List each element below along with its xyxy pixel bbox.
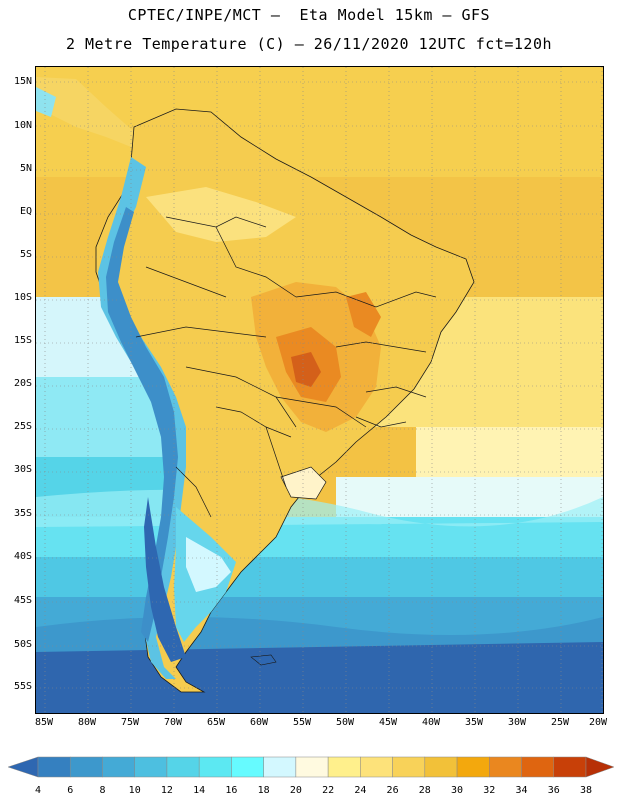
colorbar-swatch [424,756,458,778]
lon-label-85w: 85W [34,717,54,728]
colorbar-tick-label: 38 [579,785,593,796]
colorbar-swatch [456,756,490,778]
lat-label-20s: 20S [13,378,32,389]
colorbar [7,756,615,778]
lat-label-55s: 55S [13,681,32,692]
lat-label-25s: 25S [13,421,32,432]
colorbar-tick-label: 4 [34,785,42,796]
colorbar-tick-label: 18 [257,785,270,796]
lon-label-60w: 60W [249,717,269,728]
lat-label-45s: 45S [13,595,32,606]
colorbar-tick-label: 30 [451,785,464,796]
colorbar-tick-label: 6 [67,785,74,796]
colorbar-tick-label: 34 [515,785,528,796]
lat-label-40s: 40S [13,551,32,562]
lon-label-20w: 20W [588,717,608,728]
lon-label-35w: 35W [464,717,484,728]
lat-label-5s: 5S [19,249,32,260]
lat-label-eq: EQ [19,206,32,217]
colorbar-min-arrow [7,756,39,778]
colorbar-swatch [553,756,587,778]
colorbar-swatch [166,756,200,778]
colorbar-tick-label: 10 [128,785,141,796]
lon-label-40w: 40W [421,717,441,728]
colorbar-tick-label: 36 [547,785,560,796]
lon-label-70w: 70W [163,717,183,728]
colorbar-swatch [327,756,361,778]
colorbar-swatch [102,756,135,778]
colorbar-swatch [263,756,297,778]
map-subtitle: 2 Metre Temperature (C) – 26/11/2020 12U… [65,35,553,53]
lon-label-50w: 50W [335,717,355,728]
colorbar-swatch [295,756,329,778]
lon-label-55w: 55W [292,717,312,728]
colorbar-tick-label: 20 [289,785,302,796]
colorbar-max-arrow [585,756,615,778]
lat-label-15n: 15N [13,76,32,87]
lat-label-5n: 5N [19,163,32,174]
lon-label-65w: 65W [206,717,226,728]
lon-label-30w: 30W [507,717,527,728]
colorbar-swatch [521,756,555,778]
colorbar-tick-label: 24 [354,785,367,796]
colorbar-tick-label: 8 [99,785,106,796]
colorbar-swatch [360,756,393,778]
colorbar-tick-label: 12 [160,785,173,796]
colorbar-swatch [134,756,168,778]
colorbar-swatch [69,756,103,778]
colorbar-tick-label: 14 [193,785,206,796]
colorbar-swatch [37,756,71,778]
colorbar-swatch [198,756,232,778]
colorbar-swatch [392,756,426,778]
colorbar-tick-label: 16 [225,785,238,796]
colorbar-tick-label: 28 [418,785,431,796]
colorbar-tick-label: 32 [483,785,496,796]
map-canvas [36,67,603,713]
colorbar-swatch [489,756,522,778]
colorbar-tick-label: 26 [386,785,399,796]
lat-label-15s: 15S [13,335,32,346]
lat-label-10n: 10N [13,120,32,131]
temperature-map [35,66,604,714]
colorbar-swatch [231,756,264,778]
map-title: CPTEC/INPE/MCT – Eta Model 15km – GFS [127,6,491,24]
lat-label-30s: 30S [13,464,32,475]
lon-label-80w: 80W [77,717,97,728]
lon-label-45w: 45W [378,717,398,728]
lat-label-10s: 10S [13,292,32,303]
lat-label-35s: 35S [13,508,32,519]
lat-label-50s: 50S [13,639,32,650]
colorbar-tick-label: 22 [322,785,335,796]
lon-label-25w: 25W [550,717,570,728]
lon-label-75w: 75W [120,717,140,728]
